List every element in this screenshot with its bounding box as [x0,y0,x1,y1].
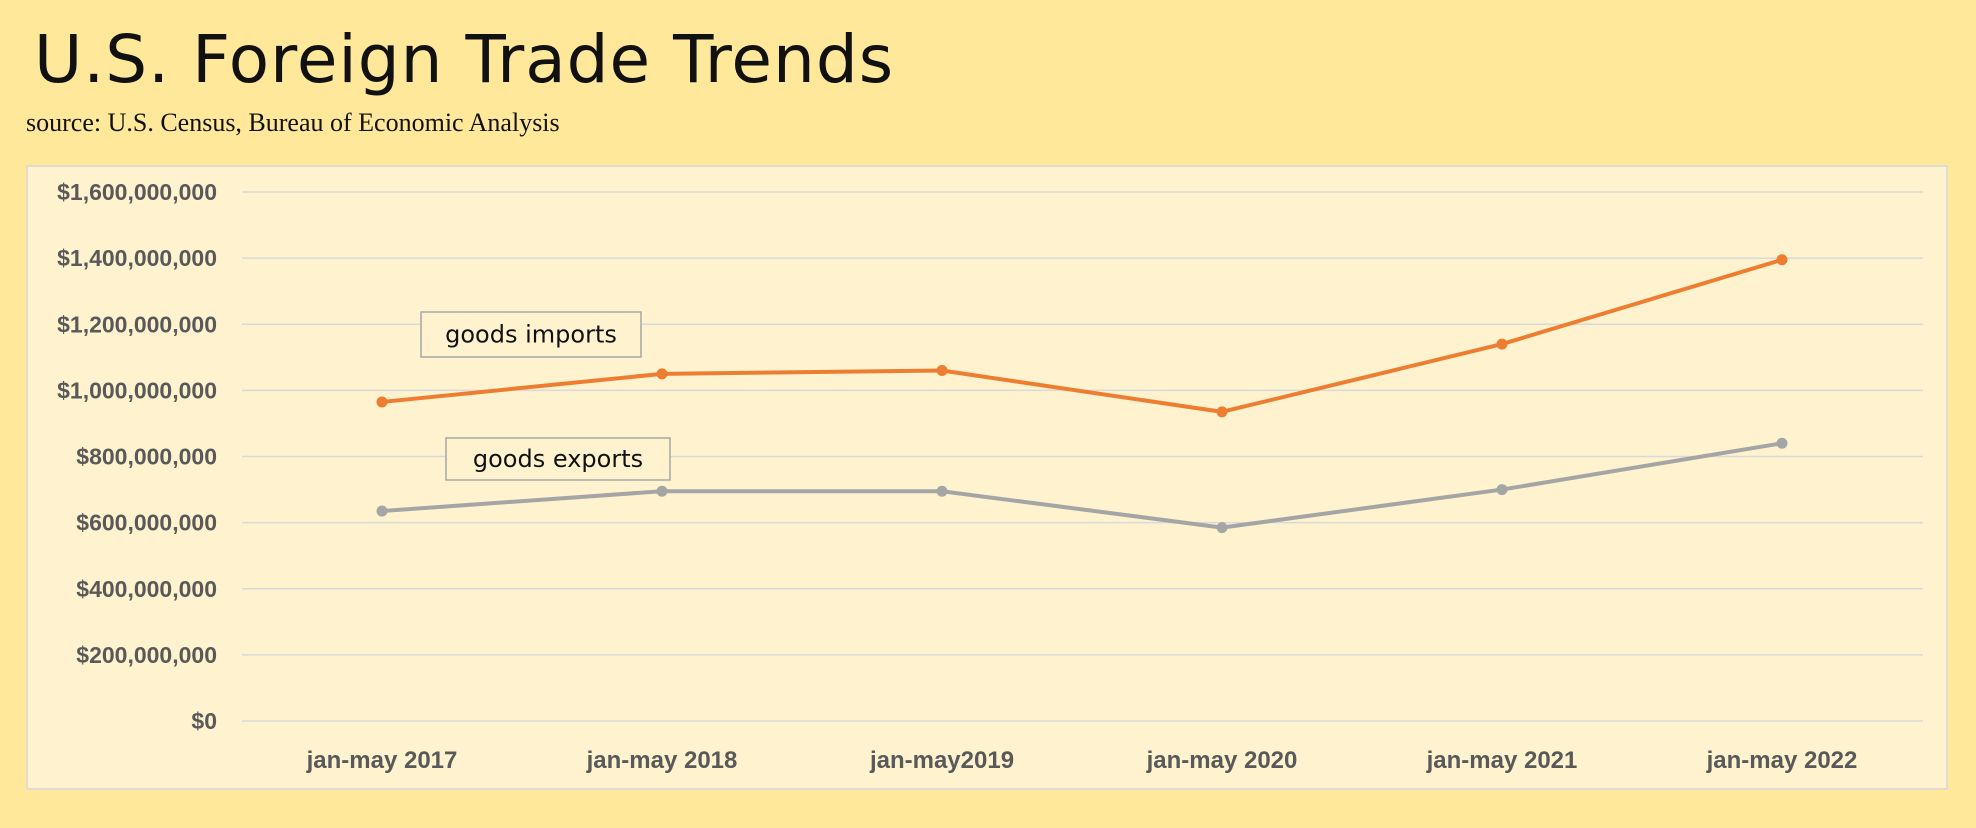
y-tick-label: $400,000,000 [76,576,217,602]
y-tick-label: $0 [191,708,217,734]
series-label: goods exports [473,445,643,473]
x-tick-label: jan-may 2021 [1426,747,1578,774]
y-axis-ticks: $0 $200,000,000 $400,000,000 $600,000,000 $8… [57,179,217,734]
series-label-box: goods imports [420,311,642,358]
data-point [376,396,388,408]
data-point [656,485,668,497]
series-label-box: goods exports [445,437,671,481]
series-goods-imports [376,254,1788,418]
x-tick-label: jan-may2019 [869,747,1014,774]
chart-area [26,165,1948,790]
series-line [380,257,1784,414]
data-point [376,505,388,517]
data-point [1216,406,1228,418]
data-point [936,485,948,497]
y-tick-label: $1,200,000,000 [57,311,217,337]
y-tick-label: $1,600,000,000 [57,179,217,205]
x-tick-label: jan-may 2017 [306,747,458,774]
data-point [1776,437,1788,449]
series-goods-exports [376,437,1788,534]
y-tick-label: $200,000,000 [76,642,217,668]
data-point [656,368,668,380]
data-point [936,365,948,377]
label-frame [420,311,642,358]
series-label: goods imports [445,321,617,349]
x-tick-label: jan-may 2018 [586,747,738,774]
y-tick-label: $800,000,000 [76,444,217,470]
chart-title: U.S. Foreign Trade Trends [34,21,895,98]
data-point [1496,484,1508,496]
series-line [380,441,1784,530]
y-tick-label: $600,000,000 [76,510,217,536]
data-point [1496,338,1508,350]
label-frame [445,437,671,481]
x-tick-label: jan-may 2020 [1146,747,1298,774]
data-point [1216,522,1228,534]
y-tick-label: $1,000,000,000 [57,377,217,403]
x-tick-label: jan-may 2022 [1706,747,1858,774]
series-lines [376,254,1788,534]
series-labels: goods imports goods exports [420,311,671,481]
data-point [1776,254,1788,266]
y-tick-label: $1,400,000,000 [57,245,217,271]
chart-subtitle: source: U.S. Census, Bureau of Economic … [26,108,560,137]
x-axis-ticks: jan-may 2017 jan-may 2018 jan-may2019 jan-m… [306,747,1858,774]
